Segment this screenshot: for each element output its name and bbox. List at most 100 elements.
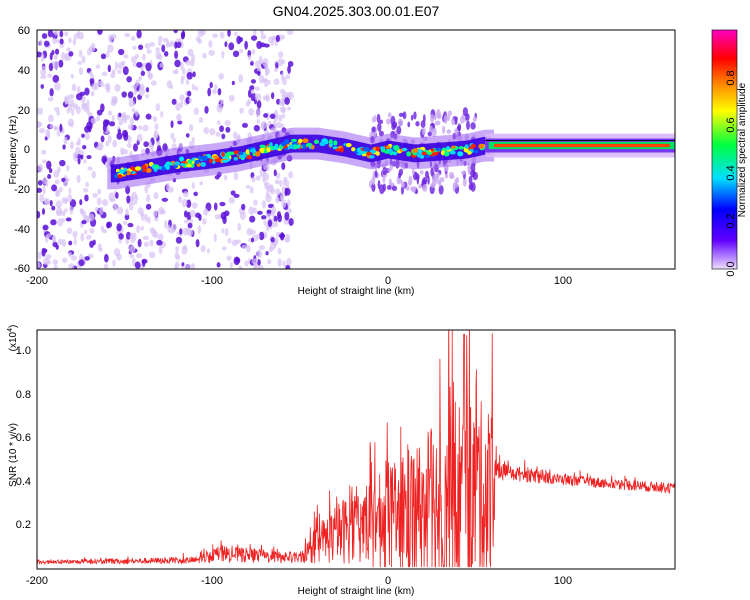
spectrogram-speckle — [180, 75, 185, 81]
snr-x-label: Height of straight line (km) — [298, 586, 415, 597]
spectrogram-speckle — [250, 35, 258, 41]
spectrogram-speckle — [176, 113, 182, 122]
spectrogram-speckle — [245, 184, 251, 189]
x-tick-label: 0 — [385, 275, 391, 287]
spectrogram-speckle — [112, 139, 118, 148]
spectrogram-speckle — [40, 74, 47, 80]
spectrogram-speckle — [256, 100, 262, 109]
spectrogram-speckle — [88, 213, 95, 222]
spectrogram-speckle — [261, 200, 267, 209]
spectrogram-ridge-dot — [457, 151, 464, 157]
spectrogram-speckle — [251, 176, 256, 183]
spectrogram-speckle — [90, 117, 97, 125]
spectrogram-speckle — [244, 40, 248, 50]
spectrogram-speckle — [135, 109, 139, 117]
spectrogram-speckle — [215, 131, 221, 137]
spectrogram-ridge-dot — [446, 146, 451, 151]
spectrogram-speckle — [235, 239, 241, 244]
spectrogram-speckle — [170, 223, 177, 233]
spectrogram-speckle — [287, 106, 291, 111]
spectrogram-speckle — [239, 210, 246, 220]
spectrogram-speckle — [37, 261, 41, 269]
spectrogram-speckle — [212, 33, 219, 38]
spectrogram-speckle — [388, 178, 392, 186]
spectrogram-speckle — [250, 79, 257, 84]
spectrogram-speckle — [124, 32, 131, 38]
spectrogram-speckle — [79, 199, 83, 206]
spectrogram-ridge-dot — [430, 148, 435, 152]
spectrogram-speckle — [136, 225, 141, 234]
spectrogram-speckle — [175, 102, 181, 111]
spectrogram-speckle — [256, 93, 262, 102]
spectrogram-speckle — [136, 133, 143, 143]
x-tick-label: 100 — [554, 275, 572, 287]
spectrogram-speckle — [385, 118, 391, 125]
spectrogram-speckle — [137, 238, 142, 248]
colorbar-gradient — [711, 29, 738, 270]
spectrogram-speckle — [58, 59, 64, 68]
spectrogram-ridge-dot — [375, 146, 380, 152]
spectrogram-ridge-dot — [393, 147, 400, 151]
spectrogram-speckle — [52, 74, 60, 83]
spectrogram-speckle — [398, 112, 405, 118]
spectrogram-speckle — [128, 201, 134, 211]
spectrogram-ridge-dot — [413, 148, 419, 153]
spectrogram-speckle — [101, 198, 109, 207]
spectrogram-speckle — [107, 135, 112, 143]
spectrogram-speckle — [198, 213, 202, 221]
spectrogram-speckle — [418, 184, 422, 189]
spectrogram-speckle — [265, 190, 270, 198]
spectrogram-speckle — [218, 72, 224, 80]
spectrogram-ridge-dot — [186, 164, 192, 168]
spectrogram-speckle — [104, 119, 110, 126]
spectrogram-speckle — [132, 62, 138, 68]
spectrogram-speckle — [86, 155, 92, 160]
spectrogram-speckle — [249, 215, 256, 223]
spectrogram-ridge-dot — [310, 144, 315, 150]
spectrogram-speckle — [226, 255, 232, 261]
spectrogram-speckle — [221, 246, 227, 251]
spectrogram-speckle — [200, 245, 206, 253]
spectrogram-speckle — [223, 174, 228, 181]
spectrogram-speckle — [285, 74, 291, 80]
spectrogram-speckle — [202, 52, 207, 59]
spectrogram-speckle — [279, 179, 283, 187]
spectrogram-tone-core — [494, 143, 670, 148]
spectrogram-speckle — [100, 53, 107, 60]
spectrogram-speckle — [68, 51, 74, 57]
y-tick-label: 20 — [18, 105, 30, 117]
spectrogram-speckle — [252, 30, 257, 37]
spectrogram-speckle — [445, 115, 451, 122]
spectrogram-speckle — [41, 33, 48, 39]
spectrogram-speckle — [270, 92, 275, 100]
spectrogram-speckle — [253, 124, 260, 132]
spectrogram-ridge-dot — [406, 151, 412, 157]
spectrogram-speckle — [198, 116, 204, 124]
spectrogram-speckle — [281, 199, 287, 208]
spectrogram-speckle — [161, 197, 169, 202]
spectrogram-speckle — [57, 238, 63, 246]
spectrogram-speckle — [71, 108, 75, 116]
spectrogram-speckle — [114, 84, 121, 92]
spectrogram-speckle — [438, 182, 441, 188]
spectrogram-speckle — [258, 74, 265, 84]
spectrogram-speckle — [81, 102, 86, 111]
spectrogram-speckle — [101, 155, 108, 164]
snr-background — [37, 330, 675, 569]
spectrogram-speckle — [439, 177, 445, 183]
spectrogram-speckle — [111, 115, 115, 122]
spectrogram-ridge-dot — [246, 154, 253, 160]
spectrogram-speckle — [151, 228, 157, 238]
spectrogram-speckle — [107, 64, 111, 73]
spectrogram-speckle — [181, 246, 188, 255]
spectrogram-speckle — [68, 263, 75, 269]
spectrogram-speckle — [260, 215, 267, 220]
spectrogram-speckle — [127, 124, 134, 131]
spectrogram-speckle — [433, 114, 437, 121]
spectrogram-speckle — [287, 199, 291, 207]
spectrogram-speckle — [87, 166, 93, 171]
spectrogram-speckle — [227, 237, 232, 244]
spectrogram-speckle — [67, 194, 73, 203]
spectrogram-speckle — [152, 210, 158, 218]
spectrogram-speckle — [52, 241, 58, 248]
